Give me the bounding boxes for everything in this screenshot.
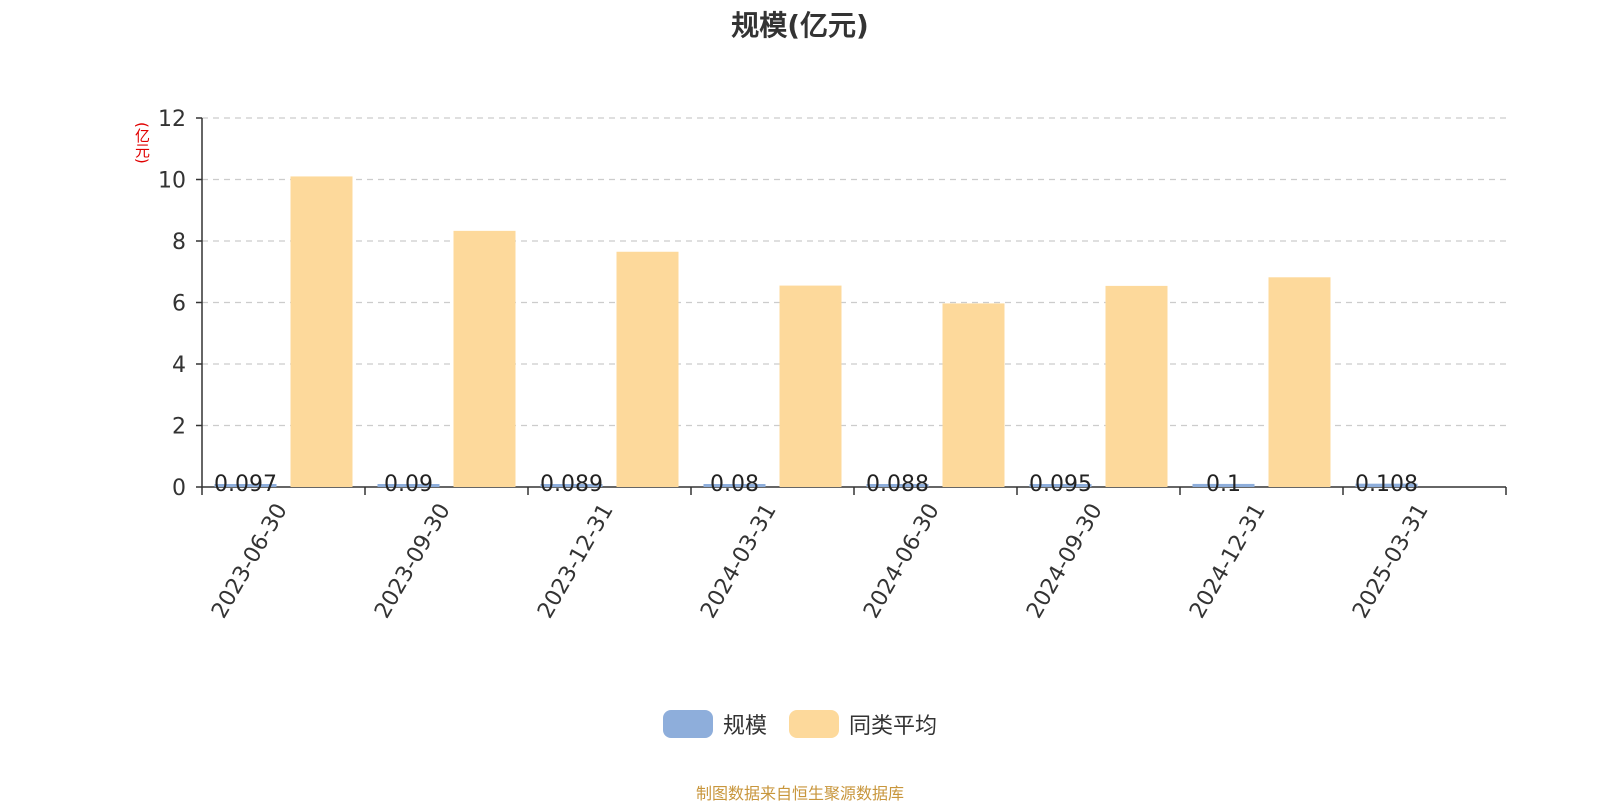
legend-swatch-scale (662, 710, 713, 738)
bar-chart: 0 2 4 6 8 10 12 0.097 0.09 0.089 0.08 0.088 0.095 0.1… (158, 107, 1507, 623)
y-tick-label: 8 (172, 230, 186, 255)
bar-scale-2024-12-31 (1192, 483, 1255, 487)
data-label-scale-2023-09-30: 0.09 (384, 472, 433, 497)
y-tick-label: 10 (158, 169, 186, 194)
bar-peer-average-2023-12-31 (616, 251, 679, 487)
bar-peer-average-2024-03-31 (779, 285, 842, 487)
chart-legend: 规模 同类平均 (0, 708, 1600, 740)
bar-scale-2023-12-31 (540, 484, 603, 487)
y-axis-unit-label: (亿元) (133, 122, 151, 164)
x-tick-label-2023-09-30: 2023-09-30 (370, 500, 456, 623)
chart-title: 规模(亿元) (731, 9, 869, 42)
x-tick-label-2023-12-31: 2023-12-31 (533, 500, 619, 623)
bar-peer-average-2024-09-30 (1105, 285, 1168, 487)
y-tick-label: 2 (172, 415, 186, 440)
data-label-scale-2024-06-30: 0.088 (866, 472, 929, 497)
bar-peer-average-2024-12-31 (1268, 277, 1331, 487)
bar-scale-2023-09-30 (377, 484, 440, 487)
bar-scale-2024-09-30 (1029, 484, 1092, 487)
data-label-scale-2025-03-31: 0.108 (1355, 472, 1418, 497)
legend-label-peer-average: 同类平均 (849, 714, 938, 739)
x-tick-label-2024-09-30: 2024-09-30 (1022, 500, 1108, 623)
legend-swatch-peer-average (789, 710, 839, 738)
legend-item-peer-average[interactable]: 同类平均 (789, 708, 937, 740)
data-label-scale-2023-12-31: 0.089 (540, 472, 603, 497)
data-label-scale-2024-09-30: 0.095 (1029, 472, 1092, 497)
legend-item-scale[interactable]: 规模 (662, 708, 767, 740)
bar-peer-average-2024-06-30 (942, 303, 1005, 487)
x-tick-label-2025-03-31: 2025-03-31 (1348, 500, 1434, 623)
bar-scale-2024-03-31 (703, 484, 766, 487)
y-tick-label: 4 (172, 353, 186, 378)
x-tick-label-2024-12-31: 2024-12-31 (1185, 500, 1271, 623)
data-label-scale-2023-06-30: 0.097 (214, 472, 277, 497)
data-label-scale-2024-12-31: 0.1 (1206, 472, 1241, 497)
bar-peer-average-2023-09-30 (453, 230, 516, 488)
bar-scale-2025-03-31 (1355, 483, 1418, 487)
bar-scale-2024-06-30 (866, 484, 929, 487)
x-tick-label-2023-06-30: 2023-06-30 (207, 500, 293, 623)
data-label-scale-2024-03-31: 0.08 (710, 472, 759, 497)
bar-peer-average-2023-06-30 (290, 176, 353, 488)
bar-scale-2023-06-30 (214, 484, 277, 487)
data-source-note: 制图数据来自恒生聚源数据库 (695, 784, 904, 803)
x-tick-label-2024-06-30: 2024-06-30 (859, 500, 945, 623)
y-tick-label: 12 (158, 107, 186, 132)
legend-label-scale: 规模 (722, 714, 767, 739)
y-tick-label: 6 (172, 292, 186, 317)
y-tick-label: 0 (172, 476, 186, 501)
x-tick-label-2024-03-31: 2024-03-31 (696, 500, 782, 623)
